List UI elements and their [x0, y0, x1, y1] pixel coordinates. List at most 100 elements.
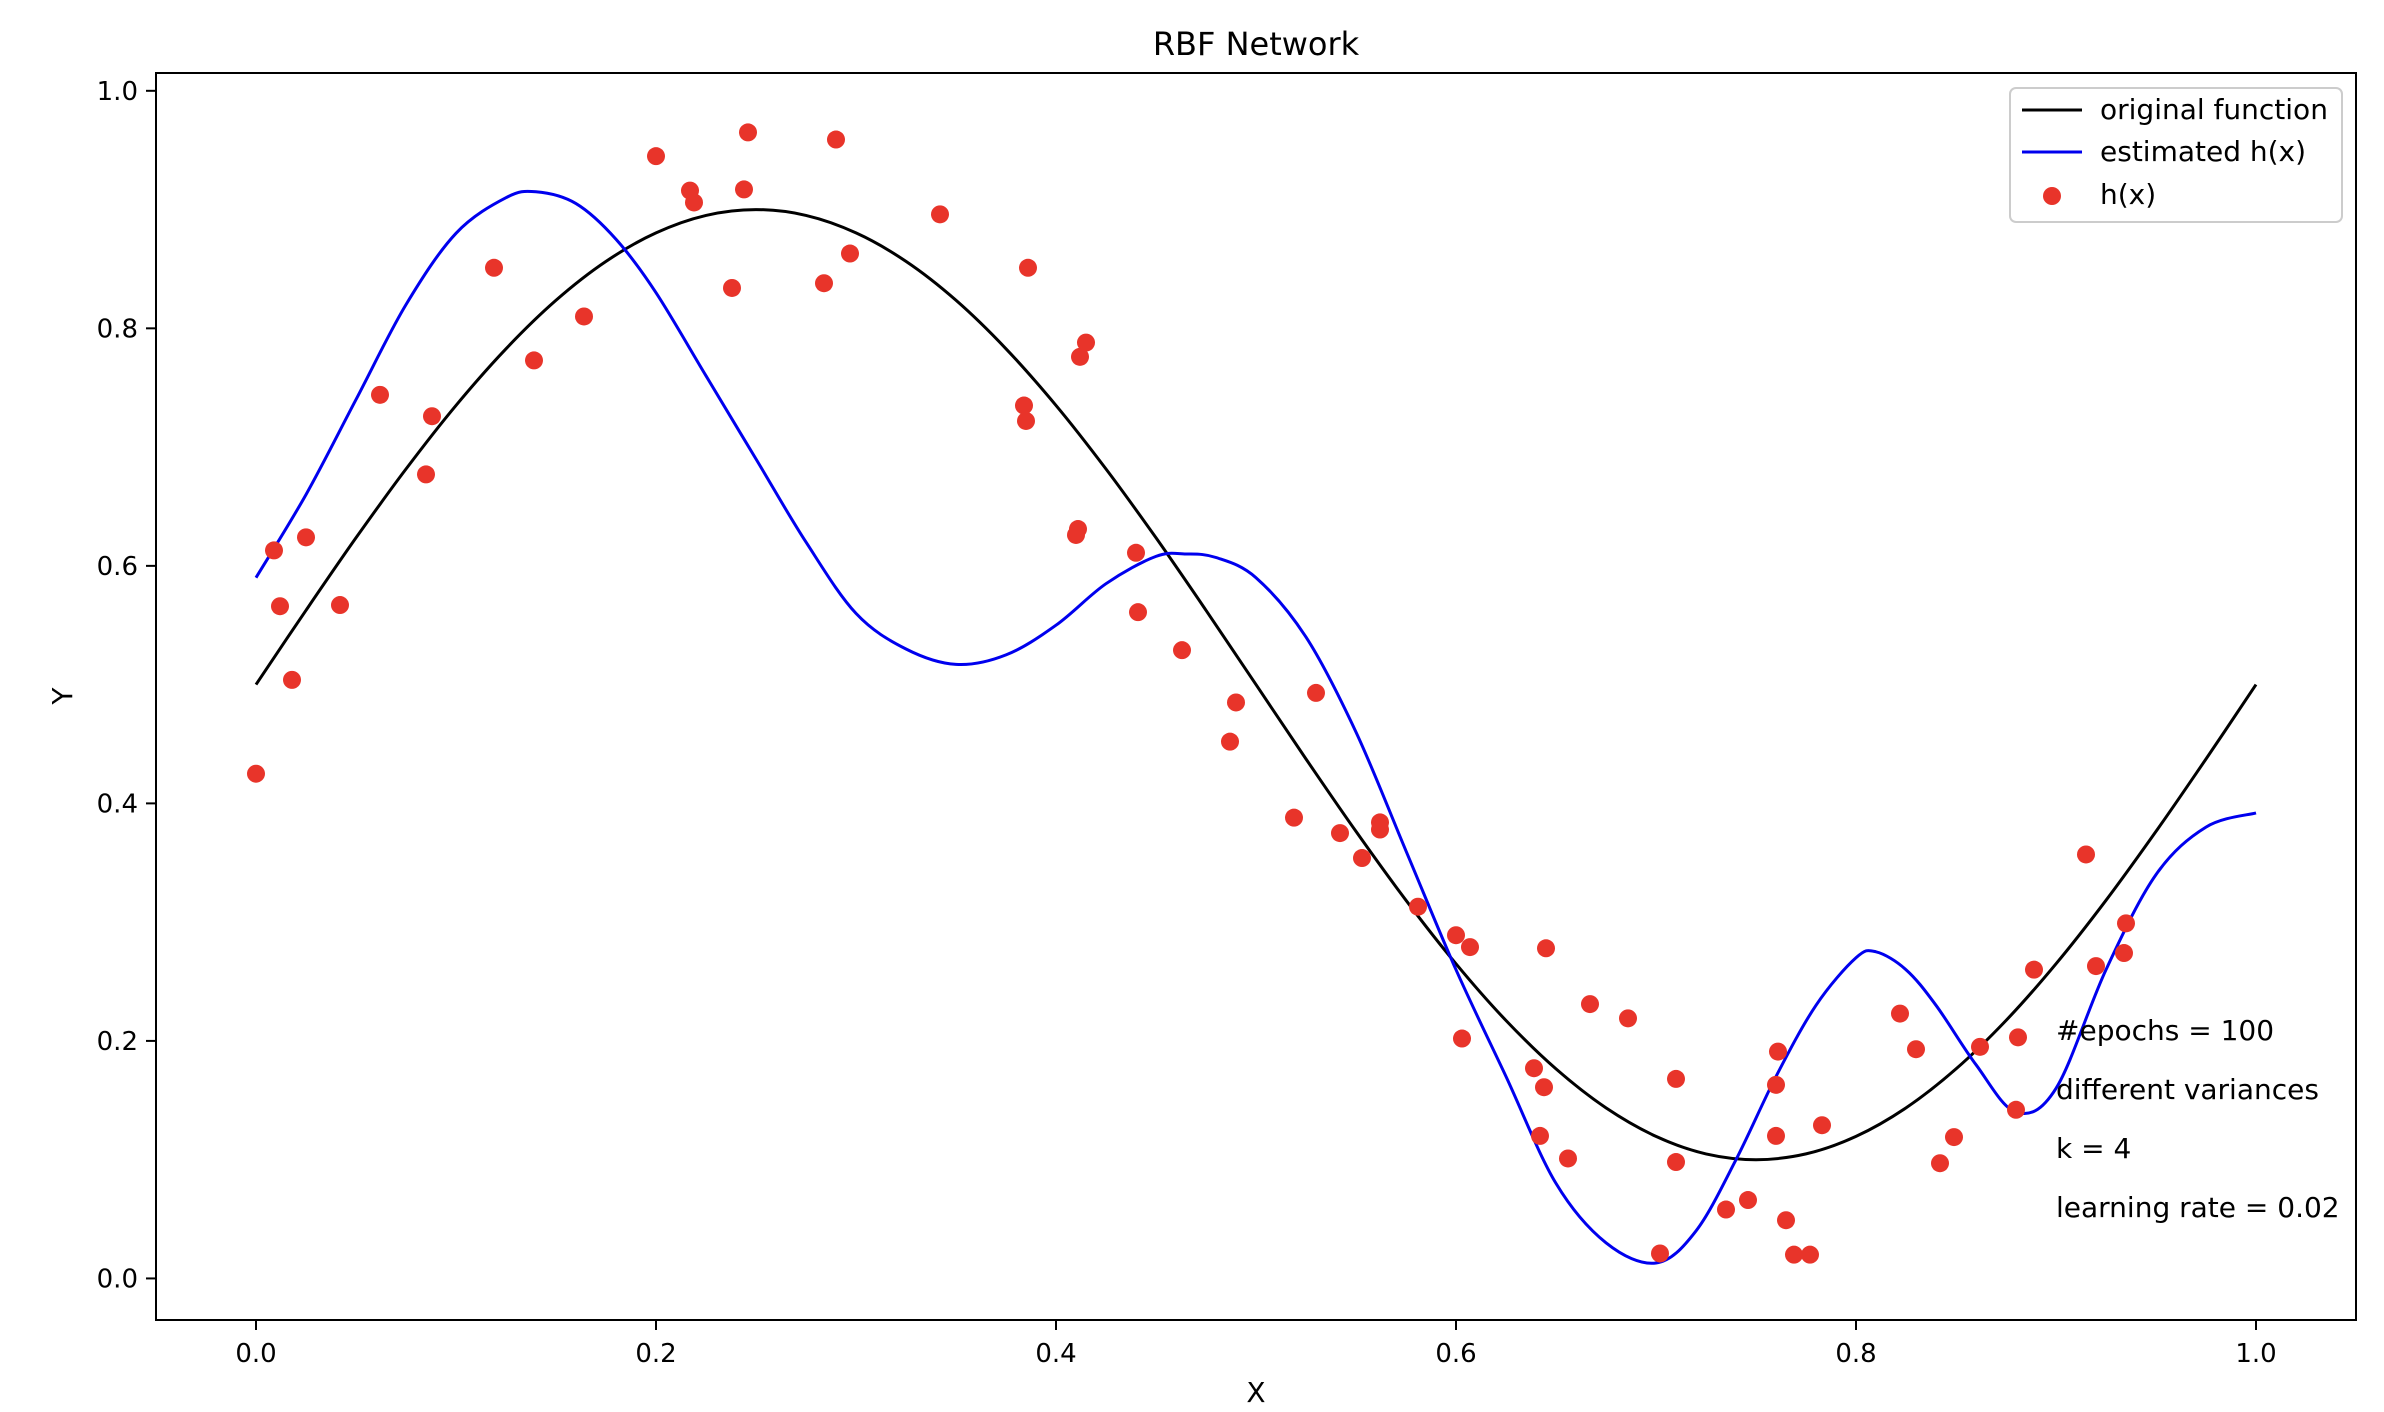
- series-line-estimated-h-x: [254, 189, 2257, 1265]
- annotation-epochs: #epochs = 100: [2056, 1014, 2274, 1047]
- plot-area: 0.0 0.2 0.4 0.6 0.8 1.0 0.0 0.2 0.4 0.6 0.8 1.0: [97, 72, 2357, 1369]
- scatter-point: [1785, 1245, 1803, 1264]
- scatter-point: [1537, 939, 1555, 958]
- x-axis-label: X: [1246, 1376, 1265, 1409]
- scatter-point: [2025, 960, 2043, 979]
- scatter-point: [247, 764, 265, 783]
- scatter-point: [2115, 944, 2133, 963]
- scatter-point: [1371, 820, 1389, 839]
- scatter-point: [1777, 1211, 1795, 1230]
- annotation-learning-rate: learning rate = 0.02: [2056, 1191, 2340, 1224]
- scatter-point: [283, 670, 301, 689]
- scatter-point: [1767, 1075, 1785, 1094]
- scatter-point: [1307, 683, 1325, 702]
- scatter-point: [1559, 1149, 1577, 1168]
- y-tick-label: 0.8: [97, 314, 138, 344]
- scatter-point: [1651, 1244, 1669, 1263]
- scatter-point: [647, 147, 665, 166]
- scatter-point: [1667, 1153, 1685, 1172]
- scatter-point: [2009, 1028, 2027, 1047]
- scatter-point: [1531, 1126, 1549, 1145]
- scatter-point: [1077, 333, 1095, 352]
- legend-label-original-function: original function: [2100, 93, 2328, 126]
- x-tick-label: 0.8: [1835, 1339, 1876, 1369]
- annotation-block: #epochs = 100 different variances k = 4 …: [2056, 1014, 2340, 1224]
- scatter-point: [1769, 1042, 1787, 1061]
- chart-title: RBF Network: [1153, 25, 1360, 63]
- scatter-point: [1667, 1069, 1685, 1088]
- y-axis-label: Y: [46, 687, 79, 706]
- scatter-point: [271, 597, 289, 616]
- legend-label-hx-points: h(x): [2100, 178, 2156, 211]
- scatter-point: [931, 205, 949, 224]
- x-axis: 0.0 0.2 0.4 0.6 0.8 1.0: [235, 1320, 2277, 1369]
- scatter-point: [1891, 1004, 1909, 1023]
- scatter-point: [331, 596, 349, 615]
- x-tick-label: 0.2: [635, 1339, 676, 1369]
- y-tick-label: 0.6: [97, 552, 138, 582]
- legend-box: [2009, 87, 2343, 223]
- scatter-point: [1525, 1059, 1543, 1078]
- scatter-point: [2087, 957, 2105, 976]
- scatter-point: [1931, 1154, 1949, 1173]
- scatter-point: [1945, 1128, 1963, 1147]
- scatter-point: [1453, 1029, 1471, 1048]
- scatter-point: [297, 528, 315, 547]
- scatter-point: [1619, 1009, 1637, 1028]
- scatter-point: [1015, 396, 1033, 415]
- scatter-point: [1069, 520, 1087, 539]
- y-tick-label: 0.2: [97, 1027, 138, 1057]
- scatter-point: [685, 193, 703, 212]
- scatter-point: [265, 541, 283, 560]
- scatter-point: [417, 465, 435, 484]
- scatter-point: [1461, 938, 1479, 957]
- scatter-point: [841, 244, 859, 263]
- y-axis: 0.0 0.2 0.4 0.6 0.8 1.0: [97, 77, 156, 1294]
- scatter-point: [525, 351, 543, 370]
- scatter-point: [735, 180, 753, 199]
- scatter-point: [827, 130, 845, 149]
- scatter-point: [739, 123, 757, 142]
- scatter-point: [1331, 824, 1349, 843]
- scatter-point: [1221, 732, 1239, 751]
- scatter-point: [1019, 258, 1037, 277]
- scatter-point: [485, 258, 503, 277]
- scatter-point: [1227, 693, 1245, 712]
- scatter-point: [1581, 995, 1599, 1014]
- scatter-point: [1739, 1191, 1757, 1210]
- x-tick-label: 0.6: [1435, 1339, 1476, 1369]
- scatter-point: [1767, 1126, 1785, 1145]
- scatter-point: [1409, 897, 1427, 916]
- scatter-point: [1285, 808, 1303, 827]
- legend: original function estimated h(x) h(x): [2009, 87, 2343, 223]
- series-layer: [247, 123, 2258, 1265]
- scatter-point: [1907, 1040, 1925, 1059]
- scatter-point: [423, 407, 441, 426]
- scatter-point: [1353, 849, 1371, 868]
- scatter-point: [2077, 845, 2095, 864]
- scatter-point: [815, 274, 833, 293]
- series-line-original-function: [254, 208, 2258, 1162]
- x-tick-label: 1.0: [2235, 1339, 2276, 1369]
- scatter-point: [575, 307, 593, 326]
- scatter-point: [1535, 1078, 1553, 1097]
- plot-frame: [155, 72, 2357, 1321]
- scatter-point: [2007, 1100, 2025, 1119]
- scatter-point: [1447, 926, 1465, 945]
- scatter-point: [1127, 543, 1145, 562]
- scatter-point: [1071, 347, 1089, 366]
- y-tick-label: 0.4: [97, 789, 138, 819]
- x-tick-label: 0.4: [1035, 1339, 1076, 1369]
- y-tick-label: 0.0: [97, 1264, 138, 1294]
- legend-label-estimated-hx: estimated h(x): [2100, 135, 2306, 168]
- y-tick-label: 1.0: [97, 77, 138, 107]
- scatter-point: [1173, 641, 1191, 660]
- scatter-point: [1801, 1245, 1819, 1264]
- annotation-k: k = 4: [2056, 1132, 2131, 1165]
- scatter-point: [1129, 603, 1147, 622]
- scatter-point: [371, 385, 389, 404]
- scatter-point: [2117, 914, 2135, 933]
- scatter-point: [723, 278, 741, 297]
- annotation-variances: different variances: [2056, 1073, 2319, 1106]
